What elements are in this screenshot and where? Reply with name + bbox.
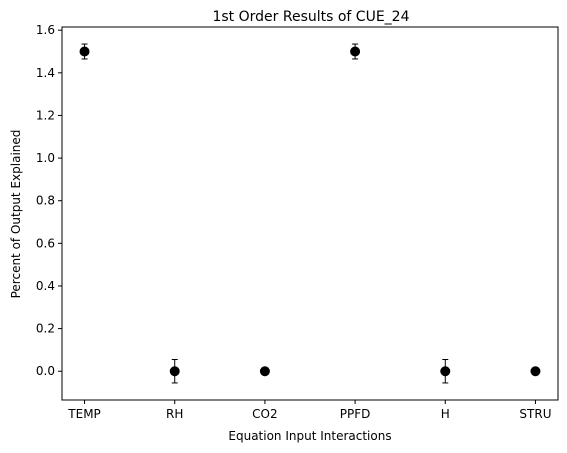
y-tick-label: 0.4 [36, 279, 55, 293]
y-tick-label: 1.6 [36, 23, 55, 37]
y-tick-label: 1.2 [36, 108, 55, 122]
y-axis-ticks: 0.0 0.2 0.4 0.6 0.8 1.0 1.2 1.4 1.6 [36, 23, 62, 378]
data-points [79, 43, 541, 384]
x-tick-label: PPFD [340, 407, 371, 421]
data-point [530, 366, 541, 377]
chart-title: 1st Order Results of CUE_24 [212, 9, 409, 25]
y-tick-label: 0.2 [36, 322, 55, 336]
y-tick-label: 1.0 [36, 151, 55, 165]
data-point [259, 366, 270, 377]
x-tick-label: RH [166, 407, 183, 421]
data-point [440, 366, 451, 377]
x-tick-label: H [441, 407, 450, 421]
y-tick-label: 0.6 [36, 236, 55, 250]
y-tick-label: 0.0 [36, 364, 55, 378]
x-axis-label: Equation Input Interactions [228, 429, 391, 443]
plot-frame [61, 26, 559, 401]
data-point [350, 46, 361, 57]
data-point [169, 366, 180, 377]
y-tick-label: 0.8 [36, 194, 55, 208]
data-point [79, 46, 90, 57]
x-tick-label: STRU [519, 407, 551, 421]
x-tick-label: TEMP [67, 407, 101, 421]
y-axis-label: Percent of Output Explained [9, 130, 23, 299]
y-tick-label: 1.4 [36, 66, 55, 80]
x-tick-label: CO2 [252, 407, 277, 421]
x-axis-ticks: TEMP RH CO2 PPFD H STRU [67, 400, 551, 421]
